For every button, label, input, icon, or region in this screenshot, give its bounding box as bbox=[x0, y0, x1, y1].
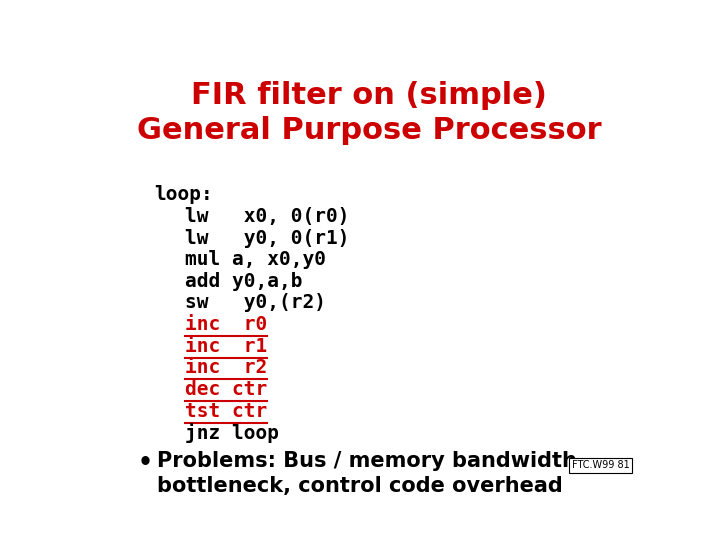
Text: inc  r2: inc r2 bbox=[185, 359, 267, 377]
Text: jnz loop: jnz loop bbox=[185, 423, 279, 443]
Text: sw   y0,(r2): sw y0,(r2) bbox=[185, 294, 326, 313]
Text: FIR filter on (simple)
General Purpose Processor: FIR filter on (simple) General Purpose P… bbox=[137, 82, 601, 145]
Text: mul a, x0,y0: mul a, x0,y0 bbox=[185, 250, 326, 269]
Text: lw   x0, 0(r0): lw x0, 0(r0) bbox=[185, 207, 349, 226]
Text: loop:: loop: bbox=[154, 185, 213, 204]
Text: inc  r0: inc r0 bbox=[185, 315, 267, 334]
Text: inc  r1: inc r1 bbox=[185, 337, 267, 356]
Text: lw   y0, 0(r1): lw y0, 0(r1) bbox=[185, 228, 349, 248]
Text: dec ctr: dec ctr bbox=[185, 380, 267, 399]
Text: tst ctr: tst ctr bbox=[185, 402, 267, 421]
Text: Problems: Bus / memory bandwidth
bottleneck, control code overhead: Problems: Bus / memory bandwidth bottlen… bbox=[157, 451, 577, 496]
Text: FTC.W99 81: FTC.W99 81 bbox=[572, 460, 629, 470]
Text: •: • bbox=[138, 451, 153, 475]
Text: add y0,a,b: add y0,a,b bbox=[185, 272, 302, 291]
